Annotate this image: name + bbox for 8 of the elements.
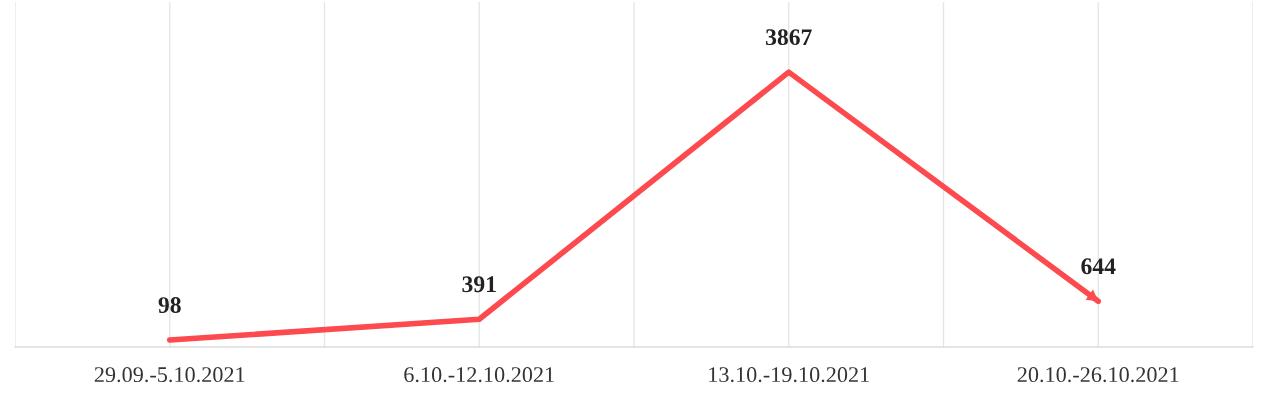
- x-tick-label: 20.10.-26.10.2021: [1017, 367, 1179, 383]
- data-label: 3867: [766, 29, 812, 46]
- x-tick-label: 29.09.-5.10.2021: [94, 367, 245, 383]
- data-label: 391: [462, 276, 496, 293]
- data-label: 98: [158, 297, 181, 314]
- x-tick-label: 6.10.-12.10.2021: [404, 367, 554, 383]
- x-tick-label: 13.10.-19.10.2021: [709, 367, 869, 383]
- data-label: 644: [1081, 258, 1116, 275]
